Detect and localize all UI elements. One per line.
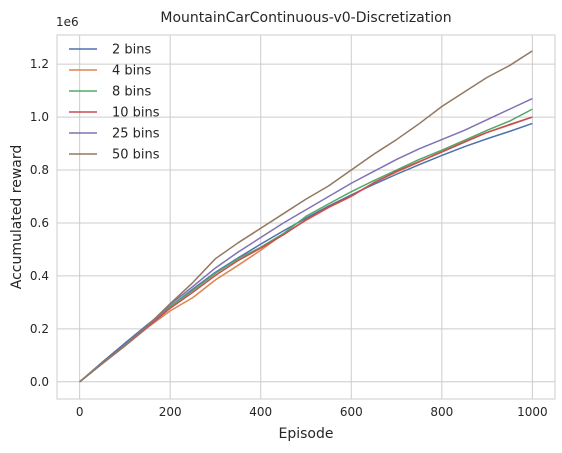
legend: 2 bins 4 bins 8 bins 10 bins 25 bins 50 bins (69, 43, 160, 163)
x-tick-label: 600 (340, 405, 363, 419)
chart-title: MountainCarContinuous-v0-Discretization (160, 10, 451, 26)
x-tick-label: 800 (430, 405, 453, 419)
series-lines (79, 50, 533, 383)
legend-label: 50 bins (112, 148, 160, 163)
y-tick-label: 0.6 (30, 216, 49, 230)
y-offset-label: 1e6 (56, 15, 79, 29)
y-tick-label: 0.4 (30, 269, 49, 283)
legend-item-25-bins: 25 bins (69, 127, 160, 142)
plot-frame (56, 34, 556, 400)
legend-label: 8 bins (112, 85, 152, 100)
legend-item-50-bins: 50 bins (69, 148, 160, 163)
legend-item-10-bins: 10 bins (69, 106, 160, 121)
y-tick-label: 1.2 (30, 57, 49, 71)
x-axis-label: Episode (279, 426, 334, 442)
tick-labels: 0 200 400 600 800 1000 0.0 0.2 0.4 0.6 0.8 1.0 1.2 (30, 57, 548, 419)
y-tick-label: 1.0 (30, 110, 49, 124)
y-tick-label: 0.0 (30, 375, 49, 389)
series-line-50-bins (79, 50, 533, 383)
plot-border (56, 34, 556, 400)
legend-label: 4 bins (112, 64, 152, 79)
x-tick-label: 0 (76, 405, 84, 419)
legend-item-4-bins: 4 bins (69, 64, 152, 79)
legend-label: 2 bins (112, 43, 152, 58)
legend-label: 25 bins (112, 127, 160, 142)
y-tick-label: 0.8 (30, 163, 49, 177)
y-axis-label: Accumulated reward (9, 145, 25, 290)
y-tick-label: 0.2 (30, 322, 49, 336)
x-tick-label: 400 (249, 405, 272, 419)
legend-item-8-bins: 8 bins (69, 85, 152, 100)
legend-item-2-bins: 2 bins (69, 43, 152, 58)
legend-label: 10 bins (112, 106, 160, 121)
x-tick-label: 1000 (517, 405, 548, 419)
grid (57, 35, 555, 399)
x-tick-label: 200 (159, 405, 182, 419)
series-line-10-bins (79, 116, 533, 383)
